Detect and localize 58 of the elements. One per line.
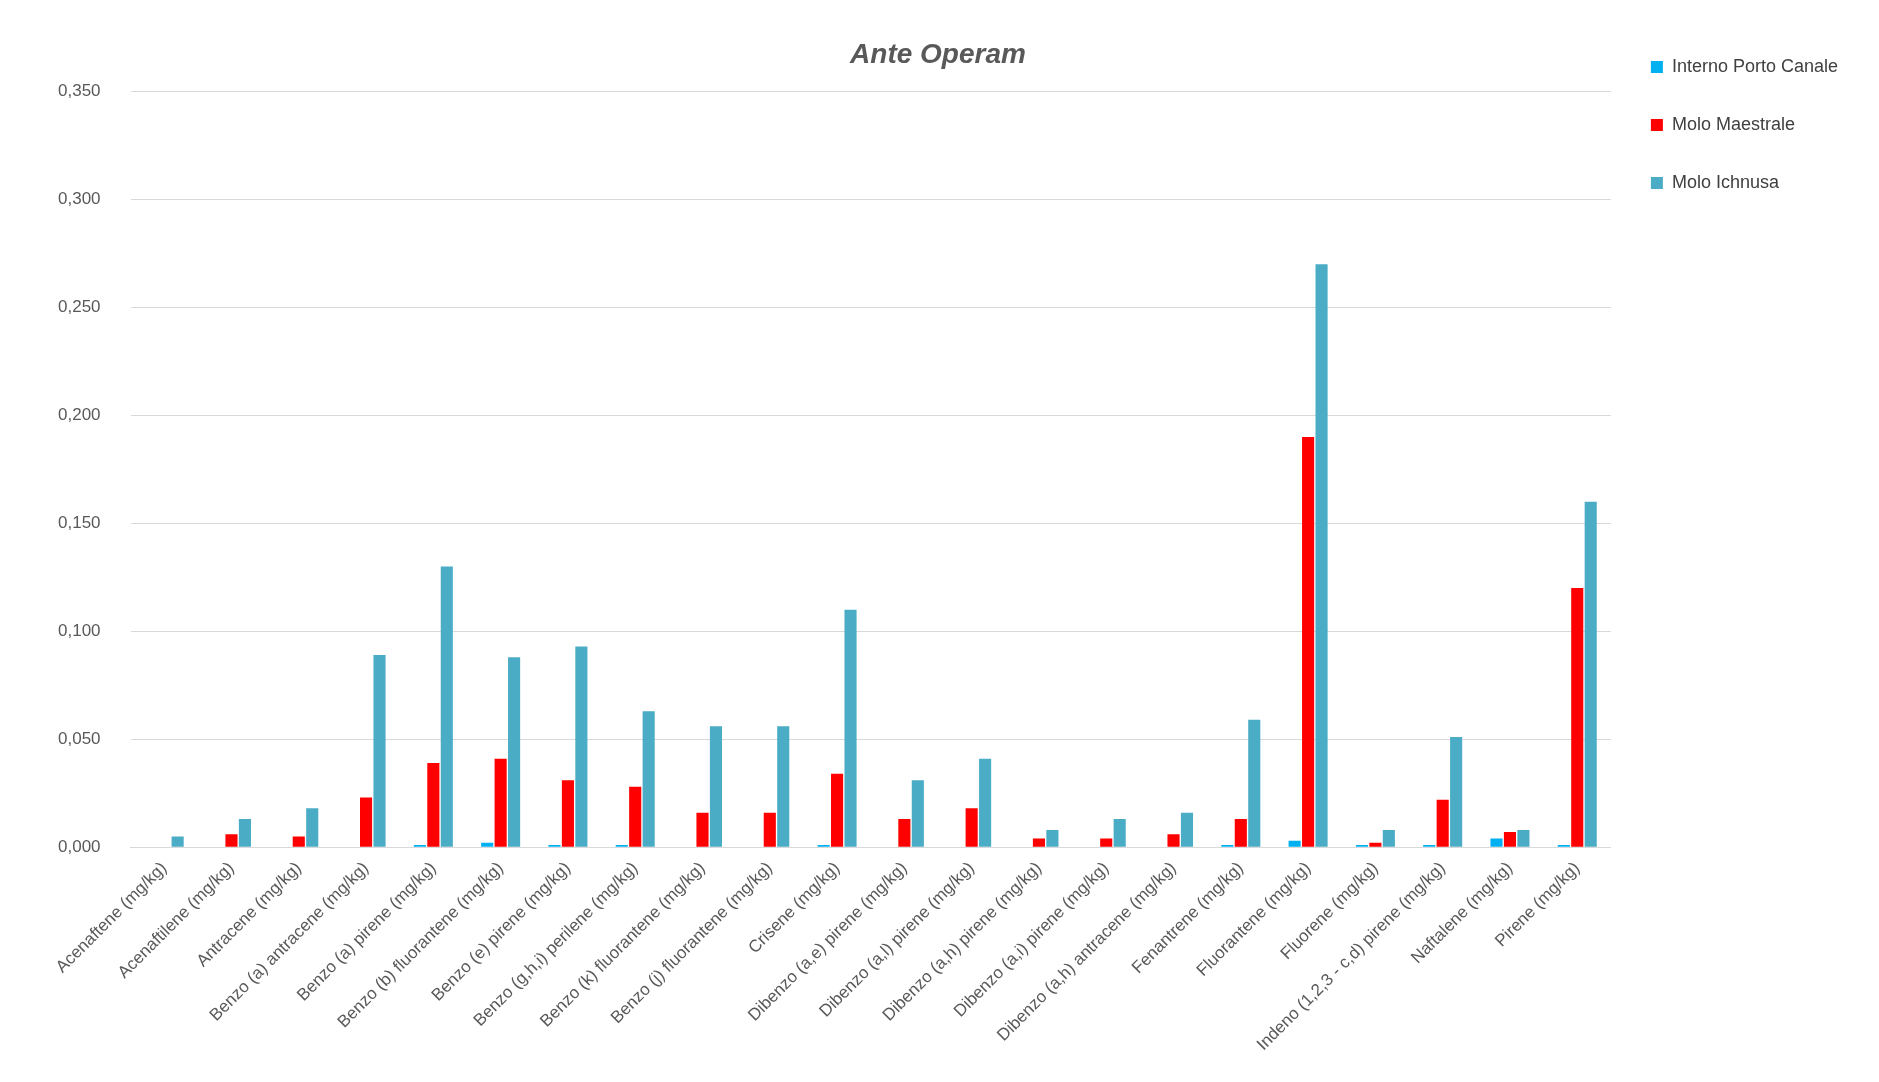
bar (238, 819, 251, 847)
legend-label: Molo Maestrale (1671, 113, 1795, 134)
y-tick-label: 0,200 (57, 405, 101, 425)
bar (575, 646, 588, 847)
bar (1113, 819, 1126, 847)
bar (1046, 829, 1059, 847)
bar (373, 655, 386, 847)
bar (1032, 838, 1045, 847)
bar (1571, 588, 1584, 847)
bar (709, 726, 723, 847)
bar (1490, 838, 1503, 847)
bar (1436, 799, 1449, 847)
chart-title: Ante Operam (849, 37, 1026, 69)
bar (225, 834, 238, 847)
bar (1288, 840, 1301, 847)
bar (427, 762, 440, 847)
bar (1450, 737, 1463, 847)
bar (494, 758, 507, 847)
bar (1234, 819, 1247, 847)
bar (642, 711, 655, 847)
y-tick-label: 0,150 (57, 513, 101, 533)
bar (360, 797, 373, 847)
bar (1315, 264, 1328, 847)
bar (777, 726, 790, 847)
bar (696, 812, 709, 847)
legend-label: Interno Porto Canale (1671, 55, 1838, 76)
bar (1517, 829, 1530, 847)
y-tick-label: 0,350 (57, 81, 101, 101)
y-tick-label: 0,300 (57, 189, 101, 209)
bar (171, 836, 184, 847)
bar (898, 819, 911, 847)
bar (831, 773, 844, 847)
bar (1100, 838, 1113, 847)
bar (965, 808, 978, 847)
bar (481, 842, 494, 847)
bar (979, 758, 992, 847)
bar (292, 836, 305, 847)
bar (911, 780, 924, 847)
y-tick-label: 0,100 (57, 620, 101, 640)
bar (844, 609, 857, 847)
bar (1302, 437, 1315, 847)
bar (561, 780, 574, 847)
bar (1503, 832, 1517, 847)
bar (1167, 834, 1180, 847)
bar (1248, 719, 1261, 847)
y-tick-label: 0,250 (57, 297, 101, 317)
y-tick-label: 0,050 (57, 728, 101, 748)
bar (1369, 842, 1382, 847)
bar (1180, 812, 1194, 847)
bar (1382, 829, 1395, 847)
bar (508, 657, 521, 847)
legend-label: Molo Ichnusa (1671, 171, 1780, 192)
bar (763, 812, 776, 847)
y-tick-label: 0,000 (57, 836, 101, 856)
bar (306, 808, 319, 847)
bar (1584, 501, 1597, 847)
bar (629, 786, 642, 847)
bar (440, 566, 453, 847)
